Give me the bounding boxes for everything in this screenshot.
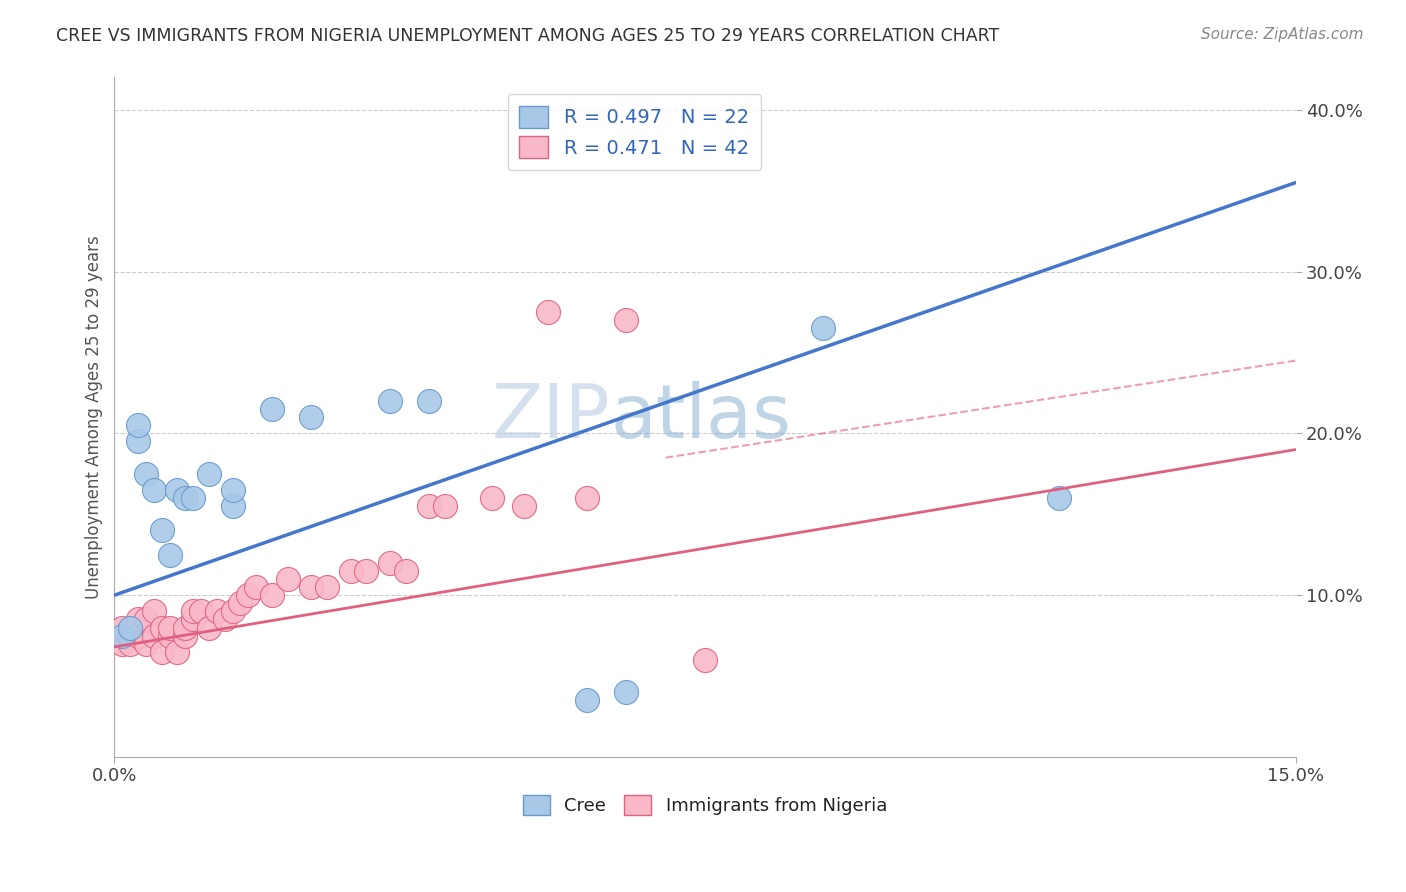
Point <box>150 645 173 659</box>
Point <box>166 483 188 497</box>
Point <box>111 637 134 651</box>
Point <box>159 621 181 635</box>
Point <box>181 612 204 626</box>
Point <box>238 588 260 602</box>
Text: CREE VS IMMIGRANTS FROM NIGERIA UNEMPLOYMENT AMONG AGES 25 TO 29 YEARS CORRELATI: CREE VS IMMIGRANTS FROM NIGERIA UNEMPLOY… <box>56 27 1000 45</box>
Point <box>135 612 157 626</box>
Point <box>245 580 267 594</box>
Point <box>174 621 197 635</box>
Point <box>174 629 197 643</box>
Point <box>181 491 204 505</box>
Point <box>221 604 243 618</box>
Point <box>614 685 637 699</box>
Point <box>299 410 322 425</box>
Point <box>1047 491 1070 505</box>
Point <box>127 434 149 449</box>
Point <box>150 621 173 635</box>
Point <box>190 604 212 618</box>
Point <box>135 467 157 481</box>
Point <box>111 621 134 635</box>
Point <box>159 548 181 562</box>
Point <box>260 402 283 417</box>
Point <box>111 629 134 643</box>
Point <box>614 313 637 327</box>
Point <box>135 637 157 651</box>
Point <box>205 604 228 618</box>
Point <box>378 556 401 570</box>
Point <box>127 418 149 433</box>
Point <box>127 629 149 643</box>
Point <box>693 653 716 667</box>
Point <box>127 612 149 626</box>
Point <box>378 394 401 409</box>
Point <box>142 629 165 643</box>
Point <box>166 645 188 659</box>
Point <box>142 604 165 618</box>
Point <box>142 483 165 497</box>
Point <box>536 305 558 319</box>
Point <box>299 580 322 594</box>
Point <box>356 564 378 578</box>
Y-axis label: Unemployment Among Ages 25 to 29 years: Unemployment Among Ages 25 to 29 years <box>86 235 103 599</box>
Point <box>198 621 221 635</box>
Point <box>198 467 221 481</box>
Point <box>120 637 142 651</box>
Text: atlas: atlas <box>610 381 792 454</box>
Point <box>214 612 236 626</box>
Text: Source: ZipAtlas.com: Source: ZipAtlas.com <box>1201 27 1364 42</box>
Point <box>513 499 536 513</box>
Point <box>229 596 252 610</box>
Legend: Cree, Immigrants from Nigeria: Cree, Immigrants from Nigeria <box>516 788 894 822</box>
Text: ZIP: ZIP <box>492 381 610 454</box>
Point <box>221 483 243 497</box>
Point <box>575 491 598 505</box>
Point <box>811 321 834 335</box>
Point <box>575 693 598 707</box>
Point <box>120 621 142 635</box>
Point <box>277 572 299 586</box>
Point <box>418 394 440 409</box>
Point <box>181 604 204 618</box>
Point <box>418 499 440 513</box>
Point <box>316 580 339 594</box>
Point <box>260 588 283 602</box>
Point <box>434 499 457 513</box>
Point <box>481 491 503 505</box>
Point <box>395 564 418 578</box>
Point <box>174 491 197 505</box>
Point <box>221 499 243 513</box>
Point <box>339 564 361 578</box>
Point <box>150 524 173 538</box>
Point <box>159 629 181 643</box>
